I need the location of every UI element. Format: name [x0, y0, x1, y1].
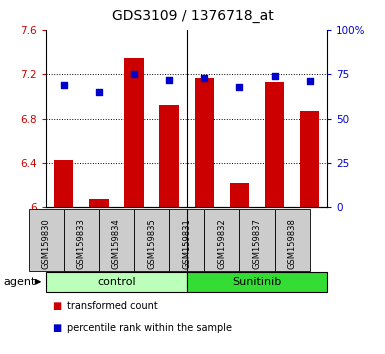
- Text: transformed count: transformed count: [67, 301, 157, 311]
- Bar: [46, 272, 187, 292]
- Point: [131, 72, 137, 77]
- Text: GSM159833: GSM159833: [77, 218, 86, 269]
- Bar: [159, 105, 179, 207]
- Bar: [28, 209, 64, 271]
- Bar: [169, 209, 204, 271]
- Text: GSM159837: GSM159837: [253, 218, 261, 269]
- Bar: [54, 160, 74, 207]
- Text: GSM159838: GSM159838: [288, 218, 296, 269]
- Point: [236, 84, 243, 90]
- Text: control: control: [97, 277, 136, 287]
- Text: GSM159830: GSM159830: [42, 218, 51, 269]
- Bar: [124, 58, 144, 207]
- Point: [96, 89, 102, 95]
- Bar: [239, 209, 275, 271]
- Point: [61, 82, 67, 88]
- Text: ■: ■: [52, 323, 61, 333]
- Bar: [134, 209, 169, 271]
- Bar: [195, 78, 214, 207]
- Bar: [187, 272, 327, 292]
- Text: GDS3109 / 1376718_at: GDS3109 / 1376718_at: [112, 9, 273, 23]
- Bar: [64, 209, 99, 271]
- Text: ■: ■: [52, 301, 61, 311]
- Text: agent: agent: [4, 277, 36, 287]
- Text: GSM159831: GSM159831: [182, 218, 191, 269]
- Bar: [204, 209, 239, 271]
- Text: GSM159835: GSM159835: [147, 218, 156, 269]
- Text: GSM159834: GSM159834: [112, 218, 121, 269]
- Bar: [230, 183, 249, 207]
- Point: [271, 73, 278, 79]
- Text: percentile rank within the sample: percentile rank within the sample: [67, 323, 232, 333]
- Bar: [265, 82, 284, 207]
- Bar: [99, 209, 134, 271]
- Text: GSM159832: GSM159832: [218, 218, 226, 269]
- Point: [201, 75, 208, 81]
- Bar: [275, 209, 310, 271]
- Point: [306, 79, 313, 84]
- Bar: [89, 199, 109, 207]
- Point: [166, 77, 172, 82]
- Text: Sunitinib: Sunitinib: [233, 277, 281, 287]
- Bar: [300, 111, 319, 207]
